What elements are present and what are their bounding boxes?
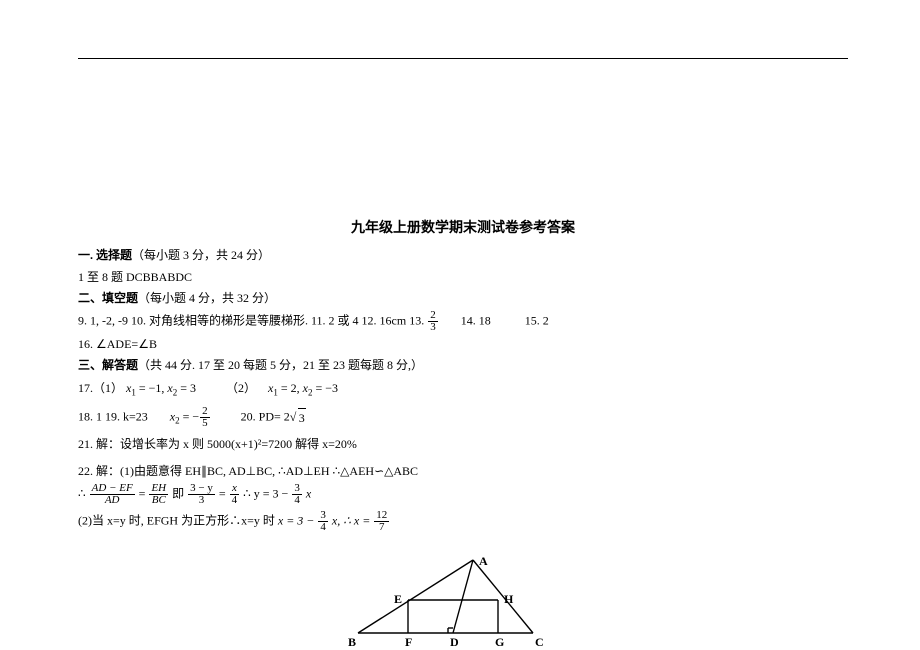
section3-heading-row: 三、解答题（共 44 分. 17 至 20 每题 5 分，21 至 23 题每题… xyxy=(78,356,848,375)
q22-line1: 22. 解：(1)由题意得 EH∥BC, AD⊥BC, ∴AD⊥EH ∴△AEH… xyxy=(78,462,848,481)
label-G: G xyxy=(495,635,504,650)
q22-eq1: = xyxy=(139,487,149,501)
label-C: C xyxy=(535,635,544,650)
q19-frac: 25 xyxy=(200,406,210,429)
q22-frac6: 34 xyxy=(318,510,328,533)
q17-part2: （2） xyxy=(226,381,256,395)
q22-l3b: x, ∴ x = xyxy=(332,514,373,528)
q22-frac4: x4 xyxy=(230,483,240,506)
section1-answers: 1 至 8 题 DCBBABDC xyxy=(78,268,848,287)
section3-heading: 三、解答题 xyxy=(78,358,138,372)
q22-line3: (2)当 x=y 时, EFGH 为正方形∴x=y 时 x = 3 − 34 x… xyxy=(78,510,848,533)
q19-eq: = − xyxy=(180,409,200,423)
q18-19-text: 18. 1 19. k=23 xyxy=(78,409,148,423)
page-title: 九年级上册数学期末测试卷参考答案 xyxy=(78,218,848,240)
q17b-x1-val: = 2, xyxy=(278,381,303,395)
q22-therefore1: ∴ xyxy=(78,487,89,501)
q22-frac1: AD − EFAD xyxy=(90,483,135,506)
label-E: E xyxy=(394,592,402,607)
q22-line2: ∴ AD − EFAD = EHBC 即 3 − y3 = x4 ∴ y = 3… xyxy=(78,483,848,506)
q22-frac2: EHBC xyxy=(149,483,168,506)
q17-row: 17.（1） x1 = −1, x2 = 3 （2） x1 = 2, x2 = … xyxy=(78,379,848,400)
section1-heading: 一. 选择题 xyxy=(78,248,132,262)
q22-mid2: ∴ y = 3 − xyxy=(243,487,291,501)
section1-heading-row: 一. 选择题（每小题 3 分，共 24 分） xyxy=(78,246,848,265)
label-H: H xyxy=(504,592,513,607)
top-border xyxy=(78,58,848,59)
q20-sqrt: 3 xyxy=(290,408,306,428)
content-area: 九年级上册数学期末测试卷参考答案 一. 选择题（每小题 3 分，共 24 分） … xyxy=(78,218,848,535)
section2-heading: 二、填空题 xyxy=(78,291,138,305)
q9-13-text: 9. 1, -2, -9 10. 对角线相等的梯形是等腰梯形. 11. 2 或 … xyxy=(78,313,424,327)
triangle-svg xyxy=(328,555,558,645)
q22-mid1: 即 xyxy=(172,487,184,501)
q17-label: 17.（1） xyxy=(78,381,123,395)
section3-meta: （共 44 分. 17 至 20 每题 5 分，21 至 23 题每题 8 分,… xyxy=(138,358,423,372)
q22-frac3: 3 − y3 xyxy=(188,483,215,506)
label-A: A xyxy=(479,554,488,569)
q22-frac5: 34 xyxy=(292,483,302,506)
q15-text: 15. 2 xyxy=(525,313,549,327)
q21-text: 21. 解：设增长率为 x 则 5000(x+1)²=7200 解得 x=20% xyxy=(78,435,848,454)
q22-l3-pre: (2)当 x=y 时, EFGH 为正方形∴x=y 时 xyxy=(78,514,278,528)
q18-20-row: 18. 1 19. k=23 x2 = −25 20. PD= 23 xyxy=(78,406,848,429)
q20-label: 20. PD= 2 xyxy=(241,409,290,423)
triangle-diagram: A B C D E F G H xyxy=(328,555,558,645)
label-F: F xyxy=(405,635,412,650)
q22-frac7: 127 xyxy=(374,510,389,533)
section2-meta: （每小题 4 分，共 32 分） xyxy=(138,291,276,305)
section1-meta: （每小题 3 分，共 24 分） xyxy=(132,248,270,262)
label-D: D xyxy=(450,635,459,650)
label-B: B xyxy=(348,635,356,650)
q14-text: 14. 18 xyxy=(461,313,491,327)
q9-13-row: 9. 1, -2, -9 10. 对角线相等的梯形是等腰梯形. 11. 2 或 … xyxy=(78,310,848,333)
q17-x2-val: = 3 xyxy=(177,381,196,395)
section2-heading-row: 二、填空题（每小题 4 分，共 32 分） xyxy=(78,289,848,308)
q17b-x2-val: = −3 xyxy=(312,381,338,395)
q22-eq2: = xyxy=(219,487,229,501)
q13-fraction: 23 xyxy=(428,310,438,333)
q22-end1: x xyxy=(306,487,311,501)
q16-text: 16. ∠ADE=∠B xyxy=(78,335,848,354)
q22-l3a: x = 3 − xyxy=(278,514,318,528)
q17-x1-val: = −1, xyxy=(136,381,168,395)
